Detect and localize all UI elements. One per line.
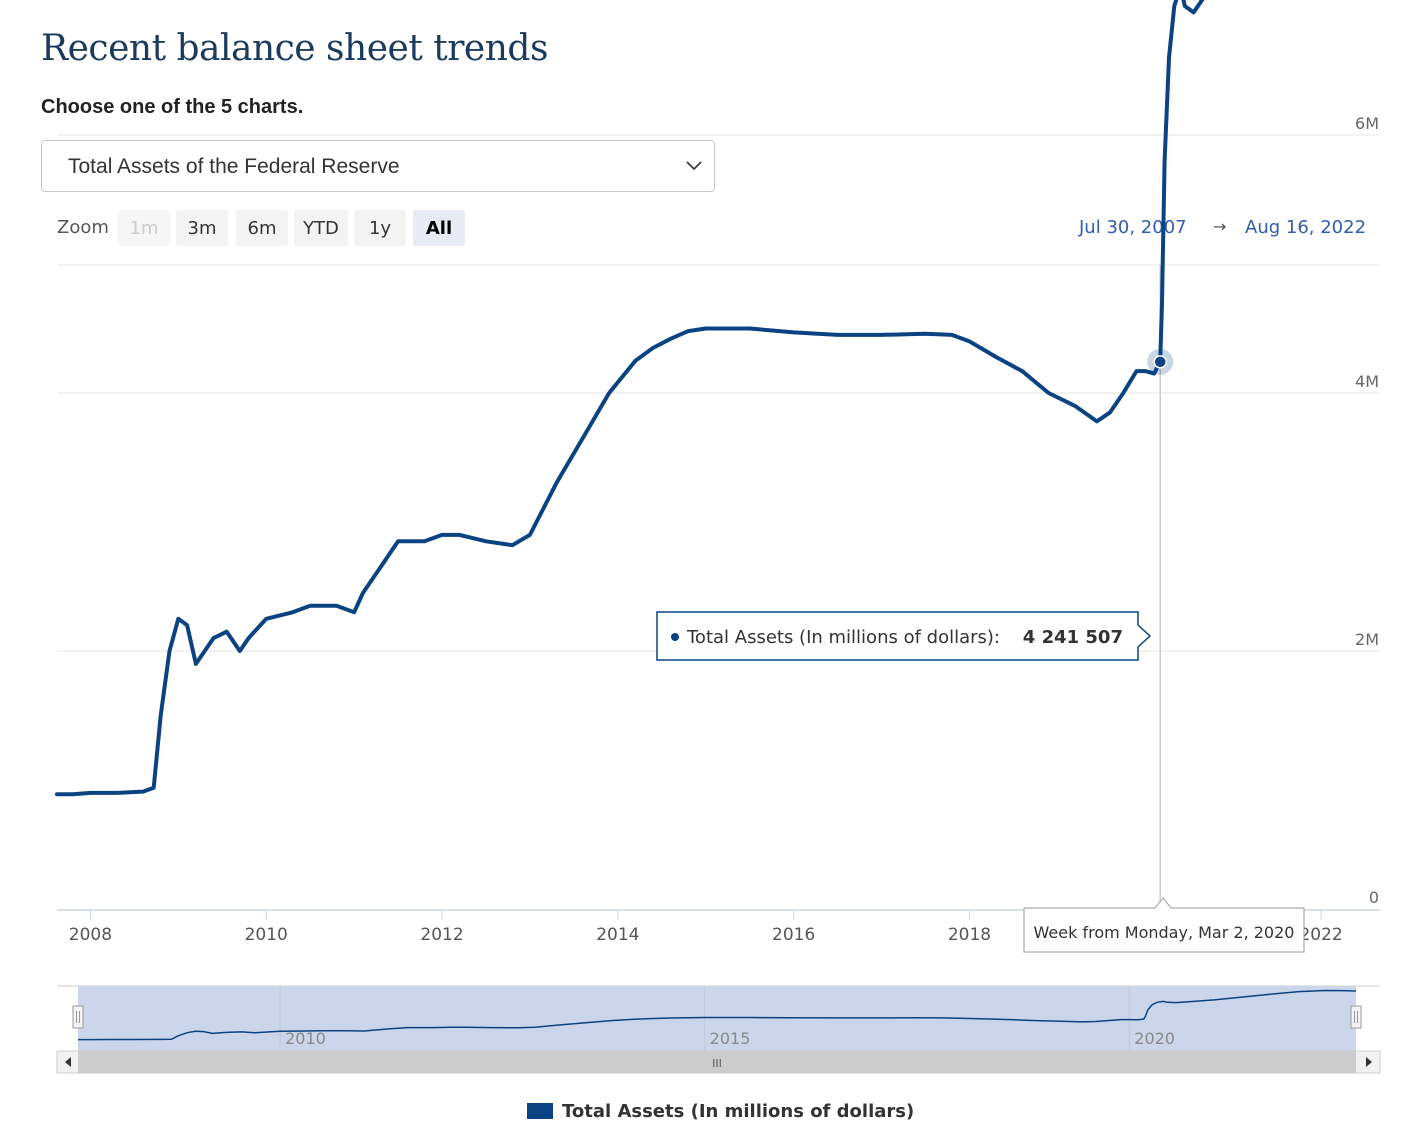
- y-tick-label: 4M: [1355, 372, 1379, 391]
- y-tick-label: 6M: [1355, 114, 1379, 133]
- navigator-scrollbar[interactable]: III: [56, 1050, 1381, 1074]
- zoom-1y-button[interactable]: 1y: [354, 210, 406, 246]
- crosshair-label-text: Week from Monday, Mar 2, 2020: [1034, 923, 1295, 942]
- handle-box: [1350, 1005, 1362, 1029]
- zoom-3m-button[interactable]: 3m: [176, 210, 228, 246]
- range-to-input[interactable]: Aug 16, 2022: [1245, 217, 1367, 238]
- series-line-total-assets: [55, 0, 1205, 797]
- y-tick-label: 2M: [1355, 630, 1379, 649]
- caret-left-icon: [65, 1057, 71, 1067]
- x-crosshair-label: Week from Monday, Mar 2, 2020: [1023, 897, 1305, 953]
- navigator-right-handle[interactable]: [1350, 1005, 1362, 1029]
- tooltip-bullet: [671, 633, 679, 641]
- x-tick-label: 2012: [420, 925, 463, 945]
- chart-plot-area[interactable]: 02M4M6M8M2008201020122014201620182020202…: [0, 0, 1416, 1100]
- chart-chooser-label: Choose one of the 5 charts.: [41, 96, 304, 118]
- x-tick-label: 2016: [772, 925, 815, 945]
- x-tick-label: 2018: [948, 925, 991, 945]
- range-arrow: →: [1213, 217, 1227, 236]
- hover-point: [1153, 355, 1167, 369]
- scroll-left-button[interactable]: [65, 1057, 71, 1067]
- tooltip-value: 4 241 507: [1023, 627, 1123, 648]
- zoom-1m-button[interactable]: 1m: [118, 210, 170, 246]
- chart-selector-dropdown[interactable]: Total Assets of the Federal Reserve: [41, 140, 715, 192]
- x-tick-label: 2022: [1299, 925, 1342, 945]
- tooltip-box: [656, 611, 1152, 661]
- x-tick-label: 2010: [245, 925, 288, 945]
- legend-item-label: Total Assets (In millions of dollars): [562, 1100, 915, 1122]
- handle-box: [72, 1005, 84, 1029]
- tooltip-series-label: Total Assets (In millions of dollars):: [686, 627, 1000, 648]
- page-title: Recent balance sheet trends: [41, 28, 548, 69]
- navigator-label: 2015: [710, 1029, 751, 1048]
- legend-swatch: [527, 1103, 553, 1119]
- chevron-down-icon: [686, 161, 702, 171]
- caret-right-icon: [1366, 1057, 1372, 1067]
- crosshair-label-box: [1023, 897, 1305, 953]
- zoom-label: Zoom: [57, 217, 109, 238]
- navigator-left-handle[interactable]: [72, 1005, 84, 1029]
- zoom-6m-button[interactable]: 6m: [236, 210, 288, 246]
- x-tick-label: 2014: [596, 925, 639, 945]
- zoom-all-button[interactable]: All: [413, 210, 465, 246]
- value-tooltip: Total Assets (In millions of dollars): 4 …: [656, 611, 1152, 661]
- y-tick-label: 0: [1369, 888, 1379, 907]
- x-tick-label: 2008: [69, 925, 112, 945]
- scrollbar-thumb: [78, 1051, 1356, 1073]
- range-from-input[interactable]: Jul 30, 2007: [1079, 217, 1187, 238]
- scroll-right-button[interactable]: [1366, 1057, 1372, 1067]
- navigator-label: 2020: [1134, 1029, 1175, 1048]
- scrollbar-grip: III: [712, 1057, 722, 1070]
- chart-selector-value: Total Assets of the Federal Reserve: [68, 155, 400, 178]
- range-selector: Zoom 1m 3m 6m YTD 1y All Jul 30, 2007 → …: [56, 210, 1386, 246]
- chart-legend[interactable]: Total Assets (In millions of dollars): [527, 1100, 914, 1122]
- zoom-ytd-button[interactable]: YTD: [294, 210, 348, 246]
- navigator-series-line: [78, 989, 1357, 1041]
- navigator-label: 2010: [285, 1029, 326, 1048]
